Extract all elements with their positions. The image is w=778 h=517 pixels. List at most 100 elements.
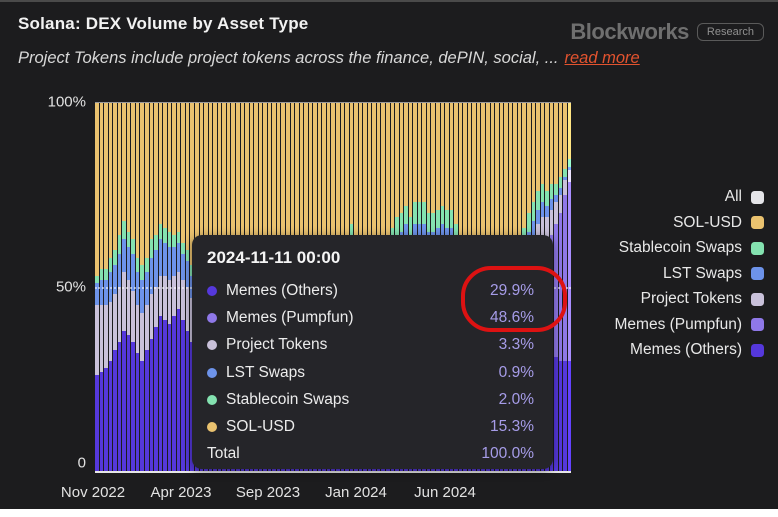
bar-segment bbox=[554, 194, 558, 203]
tooltip-row-value: 15.3% bbox=[490, 418, 534, 436]
bar-segment bbox=[558, 187, 563, 195]
bar-segment bbox=[122, 103, 126, 221]
bar-segment bbox=[167, 323, 172, 471]
bar-segment bbox=[349, 103, 354, 225]
legend-item-memes-pumpfun[interactable]: Memes (Pumpfun) bbox=[615, 316, 764, 334]
bar-segment bbox=[258, 103, 263, 346]
bar[interactable] bbox=[104, 103, 108, 471]
bar-segment bbox=[226, 103, 231, 324]
bar-segment bbox=[567, 103, 572, 160]
legend-swatch bbox=[751, 267, 764, 280]
bar-segment bbox=[345, 103, 349, 236]
bar-segment bbox=[163, 228, 167, 243]
bar-segment bbox=[126, 246, 131, 280]
bar-segment bbox=[104, 367, 108, 471]
bar[interactable] bbox=[158, 103, 163, 471]
bar-segment bbox=[158, 239, 163, 276]
bar-segment bbox=[117, 103, 122, 236]
bar[interactable] bbox=[149, 103, 154, 471]
legend: All SOL-USD Stablecoin Swaps LST Swaps Proje… bbox=[615, 188, 764, 359]
bar-segment bbox=[445, 209, 449, 229]
bar[interactable] bbox=[163, 103, 167, 471]
bar-segment bbox=[567, 169, 572, 183]
bar-segment bbox=[131, 103, 135, 240]
bar[interactable] bbox=[181, 103, 185, 471]
bar-segment bbox=[181, 253, 185, 280]
bar-segment bbox=[440, 103, 445, 207]
bar[interactable] bbox=[567, 103, 572, 471]
bar[interactable] bbox=[140, 103, 145, 471]
bar[interactable] bbox=[554, 103, 558, 471]
bar-segment bbox=[313, 103, 317, 313]
bar[interactable] bbox=[122, 103, 126, 471]
bar-segment bbox=[558, 176, 563, 188]
bar-segment bbox=[549, 209, 554, 236]
bar-segment bbox=[304, 103, 308, 335]
bar-segment bbox=[490, 103, 495, 273]
bar-segment bbox=[131, 342, 135, 471]
legend-label: Project Tokens bbox=[640, 290, 742, 307]
bar-segment bbox=[426, 213, 431, 232]
bar[interactable] bbox=[167, 103, 172, 471]
bar[interactable] bbox=[113, 103, 117, 471]
bar[interactable] bbox=[126, 103, 131, 471]
bar-segment bbox=[358, 103, 363, 251]
tooltip-row-label: SOL-USD bbox=[226, 418, 295, 436]
bar[interactable] bbox=[558, 103, 563, 471]
legend-item-sol-usd[interactable]: SOL-USD bbox=[673, 214, 764, 232]
bar-segment bbox=[390, 103, 395, 229]
bar-segment bbox=[176, 231, 181, 243]
bar[interactable] bbox=[176, 103, 181, 471]
bar[interactable] bbox=[117, 103, 122, 471]
tooltip-row-label: Stablecoin Swaps bbox=[226, 390, 350, 408]
bar-segment bbox=[158, 224, 163, 240]
legend-swatch bbox=[751, 241, 764, 255]
bar-segment bbox=[172, 275, 176, 317]
bar-segment bbox=[563, 176, 567, 181]
bar[interactable] bbox=[95, 103, 99, 471]
bar-segment bbox=[526, 103, 531, 214]
bar-segment bbox=[122, 272, 126, 332]
bar-segment bbox=[154, 250, 158, 287]
bar-segment bbox=[235, 103, 240, 335]
legend-item-lst-swaps[interactable]: LST Swaps bbox=[663, 265, 764, 283]
bar[interactable] bbox=[172, 103, 176, 471]
bar-segment bbox=[458, 103, 463, 236]
bar[interactable] bbox=[154, 103, 158, 471]
bar-segment bbox=[567, 166, 572, 170]
bar-segment bbox=[558, 103, 563, 177]
bar-segment bbox=[545, 191, 549, 207]
bar-segment bbox=[376, 103, 381, 251]
page-title: Solana: DEX Volume by Asset Type bbox=[18, 14, 309, 33]
bar-segment bbox=[167, 279, 172, 324]
bar-segment bbox=[149, 239, 154, 258]
bar-segment bbox=[331, 103, 335, 265]
bar-segment bbox=[185, 286, 190, 332]
bar-segment bbox=[404, 103, 408, 207]
bar-segment bbox=[531, 103, 536, 203]
bar-segment bbox=[176, 272, 181, 310]
read-more-link[interactable]: read more bbox=[564, 49, 640, 67]
bar-segment bbox=[531, 202, 536, 221]
bar-segment bbox=[140, 360, 145, 471]
bar-segment bbox=[185, 250, 190, 262]
bar-segment bbox=[540, 183, 545, 203]
blockworks-wordmark: Blockworks bbox=[570, 19, 689, 44]
bar-segment bbox=[335, 103, 340, 254]
bar[interactable] bbox=[99, 103, 104, 471]
legend-item-stablecoin-swaps[interactable]: Stablecoin Swaps bbox=[619, 239, 764, 257]
legend-item-project-tokens[interactable]: Project Tokens bbox=[641, 290, 764, 308]
bar[interactable] bbox=[131, 103, 135, 471]
bar-segment bbox=[536, 209, 540, 225]
legend-item-memes-others[interactable]: Memes (Others) bbox=[630, 341, 764, 359]
bar-segment bbox=[263, 103, 267, 350]
legend-item-all[interactable]: All bbox=[725, 188, 764, 206]
bar-segment bbox=[536, 191, 540, 210]
bar-segment bbox=[99, 103, 104, 269]
bar[interactable] bbox=[185, 103, 190, 471]
bar-segment bbox=[113, 349, 117, 471]
bar-segment bbox=[531, 220, 536, 236]
bar[interactable] bbox=[108, 103, 113, 471]
legend-label: All bbox=[724, 188, 742, 205]
